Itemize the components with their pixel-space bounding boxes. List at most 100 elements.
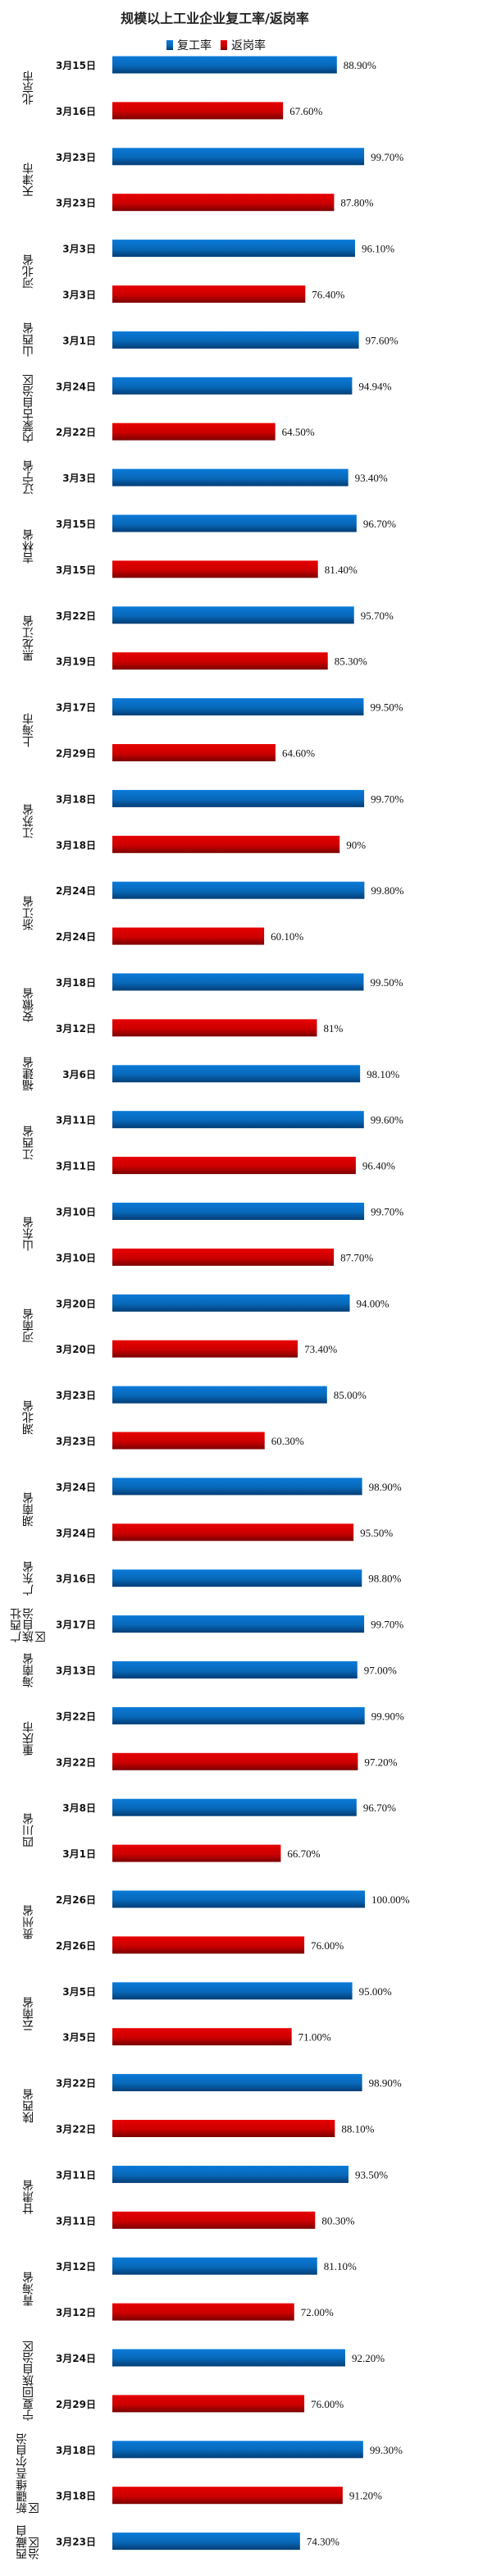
value-label: 99.50% — [370, 976, 403, 989]
date-label: 3月17日 — [56, 1619, 96, 1631]
category-label-wrap: 黑龙江省 — [2, 592, 56, 684]
category-label-wrap: 湖南省 — [2, 1464, 56, 1555]
date-label: 2月24日 — [56, 885, 96, 897]
category-label: 海南省 — [21, 1652, 35, 1688]
category-label-wrap: 陕西省 — [2, 2060, 56, 2152]
date-label: 3月24日 — [56, 381, 96, 392]
category-label-wrap: 安徽省 — [2, 959, 56, 1051]
category-label-wrap: 贵州省 — [2, 1876, 56, 1968]
bar-row: 3月18日 99.70% — [56, 789, 403, 807]
date-label: 3月16日 — [56, 106, 96, 117]
legend-label-0: 复工率 — [177, 39, 212, 53]
date-label: 3月1日 — [62, 335, 96, 346]
bar-row: 3月16日 98.80% — [56, 1569, 402, 1587]
value-label: 76.00% — [311, 1939, 344, 1952]
bar-resumption — [112, 973, 364, 991]
bar-row: 3月3日 96.10% — [62, 240, 394, 258]
value-label: 81% — [323, 1022, 343, 1035]
category-label: 西藏自治区 — [16, 2524, 41, 2560]
category-label: 新疆维吾尔自治区 — [16, 2432, 41, 2514]
bar-resumption — [112, 1386, 327, 1404]
bar-return — [112, 102, 284, 120]
date-label: 3月3日 — [62, 473, 96, 484]
value-label: 100.00% — [371, 1893, 410, 1906]
date-label: 2月29日 — [56, 748, 96, 760]
bar-row: 3月11日 99.60% — [56, 1111, 403, 1129]
legend-swatch-0 — [166, 40, 173, 50]
value-label: 71.00% — [298, 2031, 331, 2044]
category-label: 黑龙江省 — [21, 614, 35, 661]
bar-row: 2月24日 60.10% — [56, 927, 303, 945]
bar-return — [112, 744, 276, 761]
value-label: 60.10% — [271, 930, 303, 943]
category-label-box: 江西省 — [21, 1125, 35, 1160]
bar-row: 3月23日 60.30% — [56, 1432, 304, 1450]
bar-row: 3月18日 91.20% — [56, 2487, 382, 2505]
category-label-box: 吉林省 — [2, 500, 56, 592]
value-label: 87.80% — [340, 197, 373, 209]
bar-resumption — [112, 1478, 362, 1496]
bar-row: 2月29日 64.60% — [56, 744, 315, 761]
category-label-box: 北京市 — [22, 71, 35, 105]
category-label-box: 河南省 — [2, 1280, 56, 1372]
bar-return — [112, 2120, 335, 2137]
value-label: 98.90% — [369, 1481, 402, 1493]
value-label: 99.70% — [371, 1206, 403, 1218]
bar-resumption — [112, 1706, 365, 1724]
bar-row: 3月18日 99.30% — [56, 2441, 403, 2459]
value-label: 90% — [346, 838, 366, 851]
bar-row: 3月5日 71.00% — [62, 2028, 331, 2046]
category-label-wrap: 江苏省 — [2, 775, 56, 867]
date-label: 3月12日 — [56, 2261, 96, 2272]
date-label: 3月22日 — [56, 610, 96, 622]
value-label: 98.90% — [369, 2077, 402, 2090]
bar-row: 3月12日 81% — [56, 1019, 343, 1037]
bar-resumption — [112, 2533, 300, 2551]
bar-row: 2月24日 99.80% — [56, 881, 404, 899]
date-label: 3月18日 — [56, 2445, 96, 2456]
bar-return — [112, 1523, 354, 1541]
date-label: 3月18日 — [56, 2491, 96, 2502]
category-label-wrap: 内蒙古自治区 — [2, 363, 56, 454]
bar-resumption — [112, 331, 359, 349]
date-label: 3月22日 — [56, 2078, 96, 2090]
category-label: 陕西省 — [21, 2088, 35, 2123]
date-label: 3月23日 — [56, 152, 96, 163]
category-label-box: 内蒙古自治区 — [2, 363, 56, 454]
category-label-wrap: 河南省 — [2, 1280, 56, 1372]
category-label-box: 河北省 — [22, 254, 35, 289]
bar-row: 3月22日 97.20% — [56, 1752, 398, 1770]
category-label-wrap: 西藏自治区 — [2, 2519, 56, 2565]
category-label-box: 江苏省 — [2, 775, 56, 867]
bar-row: 3月19日 85.30% — [56, 652, 367, 670]
bar-row: 3月20日 73.40% — [56, 1340, 337, 1358]
bar-return — [112, 422, 276, 441]
value-label: 85.30% — [335, 655, 367, 668]
category-label-wrap: 吉林省 — [2, 500, 56, 592]
bar-resumption — [112, 2441, 363, 2459]
bar-return — [112, 652, 328, 670]
category-label: 内蒙古自治区 — [21, 374, 35, 444]
category-label: 河南省 — [21, 1309, 35, 1344]
category-label-box: 黑龙江省 — [2, 592, 56, 684]
bar-resumption — [112, 1982, 353, 2000]
category-label: 江西省 — [21, 1125, 35, 1160]
bar-row: 3月22日 99.90% — [56, 1706, 404, 1724]
category-label-box: 山东省 — [22, 1217, 35, 1251]
bar-resumption — [112, 240, 355, 258]
category-label-box: 贵州省 — [2, 1876, 56, 1968]
category-label: 吉林省 — [21, 528, 35, 564]
bar-row: 3月1日 66.70% — [62, 1844, 321, 1862]
bar-return — [112, 194, 335, 212]
value-label: 81.10% — [324, 2260, 357, 2272]
date-label: 3月23日 — [56, 1390, 96, 1401]
bar-row: 3月22日 98.90% — [56, 2074, 402, 2092]
category-label-wrap: 浙江省 — [2, 867, 56, 959]
bar-row: 3月18日 99.50% — [56, 973, 403, 991]
bar-resumption — [112, 2165, 348, 2183]
bar-row: 3月23日 99.70% — [56, 148, 403, 166]
category-label: 广西壮族自治区 — [9, 1607, 48, 1642]
bar-row: 3月15日 81.40% — [56, 560, 358, 578]
date-label: 3月5日 — [62, 1986, 96, 1998]
